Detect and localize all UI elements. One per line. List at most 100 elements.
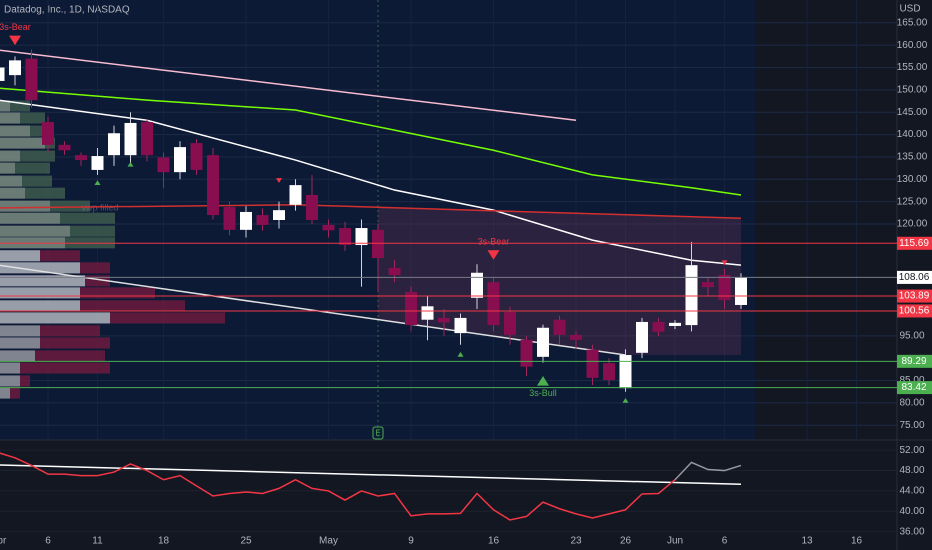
- candle-body: [9, 60, 21, 76]
- y-tick-label: 120.00: [897, 219, 928, 230]
- candle-body: [75, 155, 87, 161]
- indicator-line: [0, 99, 742, 266]
- y-tick-label: 165.00: [897, 17, 928, 28]
- profile-sell: [110, 312, 225, 324]
- y-tick-label: 135.00: [897, 152, 928, 163]
- candle-body: [685, 265, 698, 326]
- price-level-box: [897, 289, 932, 303]
- x-tick-label: Jun: [667, 536, 683, 547]
- candle-body: [520, 339, 533, 367]
- candle-body: [256, 215, 269, 225]
- signal-marker: [276, 178, 282, 183]
- candle-body: [603, 363, 615, 381]
- profile-buy: [0, 325, 40, 337]
- profile-sell: [10, 100, 30, 112]
- shaded-zone: [378, 207, 741, 356]
- x-tick-label: 11: [92, 536, 103, 547]
- x-tick-label: 23: [570, 536, 582, 547]
- chart-title: Datadog, Inc., 1D, NASDAQ: [4, 5, 130, 16]
- y-tick-label: 48.00: [899, 465, 924, 476]
- y-tick-label: 36.00: [899, 526, 924, 537]
- signal-marker: [537, 376, 549, 386]
- indicator-line: [0, 49, 577, 122]
- profile-buy: [0, 162, 15, 174]
- x-tick-label: 26: [620, 536, 632, 547]
- candle-body: [438, 317, 450, 323]
- profile-buy: [0, 275, 85, 287]
- candle-body: [0, 67, 5, 81]
- candle-body: [619, 355, 632, 389]
- price-level-box: [897, 381, 932, 395]
- y-tick-label: 130.00: [897, 174, 928, 185]
- y-tick-label: 40.00: [899, 506, 924, 517]
- signal-label: 3s-Bull: [529, 388, 557, 398]
- candle-body: [735, 277, 747, 305]
- candle-body: [702, 282, 714, 288]
- y-tick-label: 155.00: [897, 62, 928, 73]
- profile-sell: [40, 250, 80, 262]
- candle-body: [355, 228, 368, 246]
- price-level-label: 100.56: [899, 306, 930, 317]
- candle-body: [504, 312, 516, 335]
- profile-sell: [80, 287, 155, 299]
- candle-body: [586, 349, 599, 378]
- price-level-label: 103.89: [899, 291, 930, 302]
- candle-body: [718, 275, 731, 301]
- y-tick-label: 80.00: [899, 398, 924, 409]
- profile-sell: [85, 275, 110, 287]
- candle-body: [405, 291, 417, 326]
- profile-buy: [0, 100, 10, 112]
- profile-sell: [40, 337, 110, 349]
- y-tick-label: 125.00: [897, 196, 928, 207]
- candle-body: [223, 207, 236, 230]
- profile-sell: [40, 325, 100, 337]
- profile-sell: [10, 387, 20, 399]
- price-level-box: [897, 354, 932, 368]
- candle-body: [553, 319, 566, 335]
- profile-sell: [25, 187, 65, 199]
- profile-buy: [0, 300, 80, 312]
- profile-buy: [0, 250, 40, 262]
- x-tick-label: Apr: [0, 536, 7, 547]
- y-tick-label: 95.00: [899, 330, 924, 341]
- candle-body: [124, 122, 137, 156]
- signal-marker: [487, 250, 500, 260]
- signal-marker: [94, 180, 101, 186]
- price-level-box: [897, 304, 932, 318]
- y-tick-label: 44.00: [899, 486, 924, 497]
- x-tick-label: May: [319, 536, 338, 547]
- x-tick-label: 9: [408, 536, 414, 547]
- signal-marker: [622, 397, 629, 403]
- profile-sell: [20, 112, 45, 124]
- x-tick-label: 25: [240, 536, 252, 547]
- x-tick-label: 16: [488, 536, 500, 547]
- x-tick-label: 6: [45, 536, 51, 547]
- signal-marker: [9, 35, 21, 46]
- candle-body: [669, 322, 681, 326]
- candle-body: [636, 321, 648, 353]
- candle-body: [141, 122, 153, 156]
- price-level-label: 108.06: [899, 272, 930, 283]
- candle-body: [42, 122, 54, 145]
- candle-body: [570, 334, 582, 340]
- event-label: E: [375, 429, 380, 438]
- oscillator-line: [674, 461, 742, 481]
- signal-marker: [721, 260, 728, 266]
- candle-body: [289, 185, 302, 205]
- signal-label: 3s-Bear: [0, 22, 31, 32]
- profile-buy: [0, 187, 25, 199]
- candle-body: [157, 157, 170, 173]
- candle-body: [322, 224, 335, 231]
- candle-body: [652, 321, 665, 332]
- profile-buy: [0, 362, 20, 374]
- signal-marker: [457, 351, 464, 357]
- candle-body: [471, 272, 483, 298]
- candle-body: [372, 229, 384, 259]
- profile-buy: [0, 387, 10, 399]
- profile-sell: [30, 125, 50, 137]
- event-badge: [372, 426, 384, 440]
- price-level-box: [897, 270, 932, 284]
- candle-body: [240, 211, 252, 230]
